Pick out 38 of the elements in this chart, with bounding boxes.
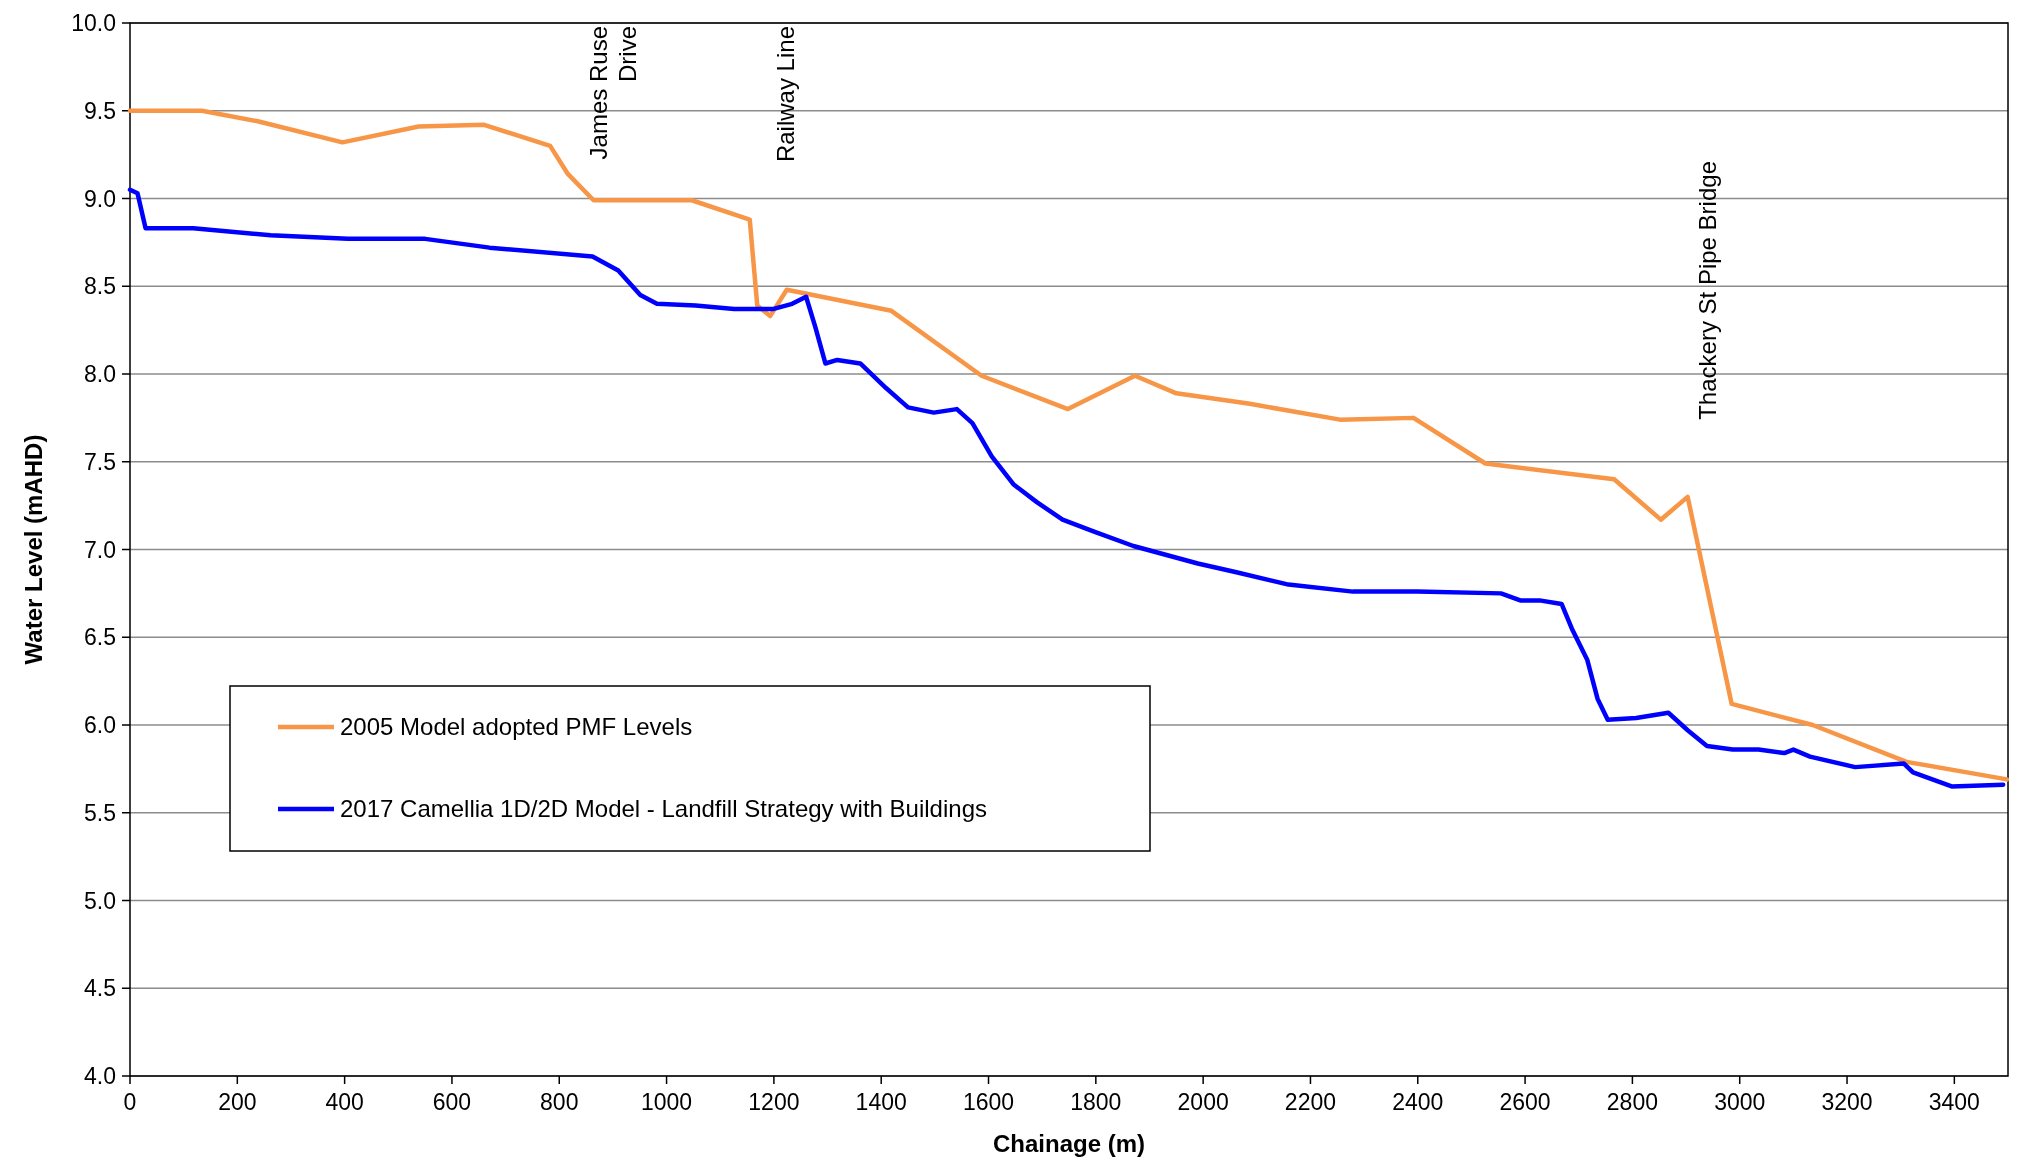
y-tick-label: 8.5 [84, 273, 116, 300]
y-tick-label: 5.0 [84, 887, 116, 914]
y-tick-label: 5.5 [84, 799, 116, 826]
x-tick-label: 200 [218, 1089, 257, 1115]
y-tick-label: 4.0 [84, 1063, 116, 1089]
x-tick-label: 600 [432, 1089, 472, 1115]
y-tick-label: 8.0 [84, 361, 116, 387]
y-tick-label: 6.0 [84, 712, 116, 738]
x-tick-label: 2600 [1499, 1089, 1551, 1115]
x-tick-label: 1200 [748, 1089, 800, 1115]
x-tick-label: 2400 [1392, 1089, 1444, 1115]
x-tick-label: 2800 [1606, 1089, 1658, 1115]
x-tick-label: 3400 [1928, 1089, 1980, 1115]
x-tick-label: 800 [540, 1089, 579, 1115]
x-tick-label: 1000 [640, 1089, 693, 1115]
x-tick-label: 3000 [1714, 1089, 1766, 1115]
x-tick-label: 1400 [855, 1089, 907, 1115]
y-axis-title: Water Level (mAHD) [20, 434, 47, 665]
annotation: Railway Line [772, 26, 799, 163]
legend-label: 2005 Model adopted PMF Levels [340, 713, 693, 740]
x-tick-label: 2000 [1177, 1089, 1229, 1115]
legend-label: 2017 Camellia 1D/2D Model - Landfill Strategy with Buildings [340, 795, 987, 822]
y-tick-label: 6.5 [84, 624, 116, 651]
annotation: Thackery St Pipe Bridge [1694, 161, 1721, 420]
y-tick-label: 9.0 [84, 185, 116, 212]
x-axis-title: Chainage (m) [992, 1130, 1146, 1157]
x-tick-label: 0 [123, 1089, 137, 1115]
x-tick-label: 2200 [1284, 1089, 1337, 1115]
x-tick-label: 1600 [962, 1089, 1015, 1115]
x-tick-label: 400 [325, 1089, 364, 1115]
x-tick-label: 3200 [1821, 1089, 1873, 1115]
y-tick-label: 7.0 [84, 536, 116, 563]
x-tick-label: 1800 [1070, 1089, 1122, 1115]
y-tick-label: 9.5 [84, 97, 116, 124]
y-tick-label: 4.5 [84, 975, 116, 1002]
annotation: James Ruse Drive [584, 26, 641, 160]
y-tick-label: 10.0 [71, 10, 116, 36]
y-tick-label: 7.5 [84, 448, 116, 475]
